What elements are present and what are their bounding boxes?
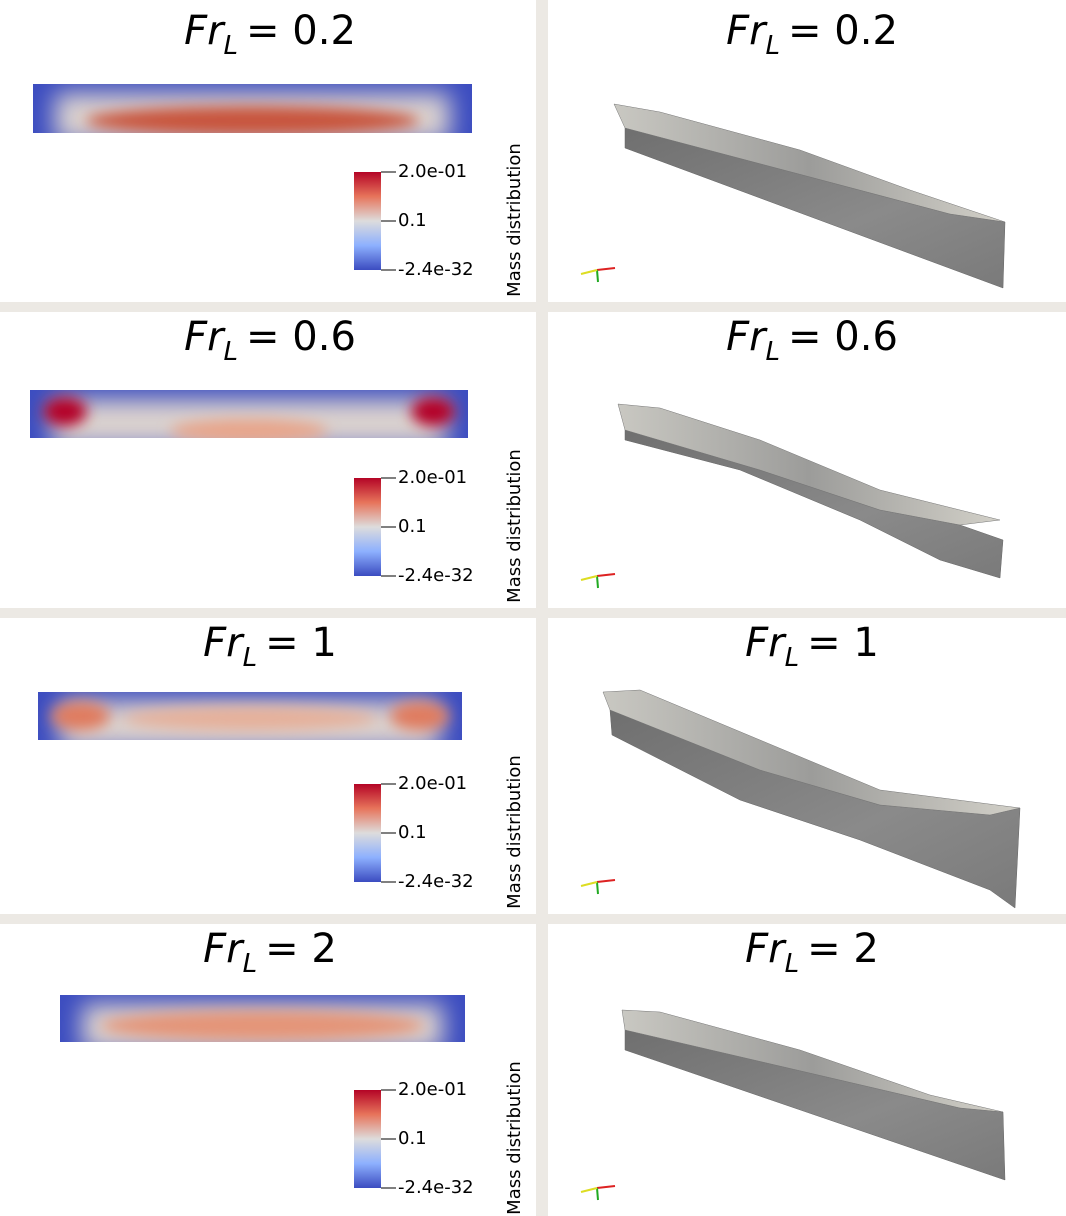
colorbar-label: Mass distribution — [504, 143, 525, 297]
heatmap-blob — [122, 706, 378, 731]
colorbar-tick-label: -2.4e-32 — [398, 565, 474, 586]
title-value: = 0.2 — [246, 8, 356, 54]
heatmap — [30, 390, 468, 438]
panel-title: FrL = 1 — [745, 620, 879, 673]
hull-deck — [613, 103, 1006, 223]
heatmap — [60, 995, 465, 1042]
axis-z — [580, 575, 598, 581]
title-subscript: L — [224, 31, 239, 61]
axis-x — [596, 267, 616, 271]
panel-title: FrL = 1 — [203, 620, 337, 673]
title-symbol: Fr — [184, 8, 226, 54]
colorbar-tick-label: -2.4e-32 — [398, 1177, 474, 1198]
hull-side — [624, 429, 1004, 579]
colorbar-tick-label: 0.1 — [398, 210, 427, 231]
axis-x — [596, 573, 616, 577]
colorbar-tick-label: 0.1 — [398, 516, 427, 537]
title-value: = 1 — [265, 620, 337, 666]
colorbar-tick-label: 0.1 — [398, 1128, 427, 1149]
title-subscript: L — [243, 643, 258, 673]
title-value: = 2 — [807, 926, 879, 972]
heatmap — [38, 692, 462, 740]
colorbar-tick-label: 0.1 — [398, 822, 427, 843]
title-value: = 1 — [807, 620, 879, 666]
panel-title: FrL = 0.2 — [184, 8, 356, 61]
title-symbol: Fr — [745, 620, 787, 666]
heatmap-blob — [43, 397, 87, 426]
axis-y — [596, 269, 599, 283]
title-subscript: L — [766, 337, 781, 367]
heatmap-blob — [411, 397, 455, 426]
title-value: = 0.6 — [246, 314, 356, 360]
axis-z — [580, 269, 598, 275]
colorbar-label: Mass distribution — [504, 755, 525, 909]
hull-deck — [621, 1009, 1004, 1113]
title-subscript: L — [785, 949, 800, 979]
title-value: = 0.2 — [788, 8, 898, 54]
heatmap — [33, 84, 472, 133]
colorbar-label: Mass distribution — [504, 1061, 525, 1215]
title-value: = 2 — [265, 926, 337, 972]
panel-title: FrL = 0.6 — [726, 314, 898, 367]
title-symbol: Fr — [203, 926, 245, 972]
axis-y — [596, 575, 599, 589]
colorbar-tick-label: 2.0e-01 — [398, 467, 467, 488]
colorbar-label: Mass distribution — [504, 449, 525, 603]
colorbar-tick-label: 2.0e-01 — [398, 773, 467, 794]
title-value: = 0.6 — [788, 314, 898, 360]
axis-z — [580, 1187, 598, 1193]
heatmap-blob — [50, 701, 111, 731]
title-symbol: Fr — [726, 8, 768, 54]
panel-title: FrL = 2 — [745, 926, 879, 979]
heatmap-blob — [100, 1010, 425, 1041]
title-subscript: L — [766, 31, 781, 61]
panel-title: FrL = 0.2 — [726, 8, 898, 61]
axis-y — [596, 881, 599, 895]
axis-x — [596, 879, 616, 883]
title-subscript: L — [224, 337, 239, 367]
axis-x — [596, 1185, 616, 1189]
divider — [0, 608, 1066, 618]
colorbar-tick-label: -2.4e-32 — [398, 871, 474, 892]
axis-y — [596, 1187, 599, 1201]
colorbar — [354, 172, 381, 270]
heatmap-blob — [85, 106, 420, 133]
axis-z — [580, 881, 598, 887]
colorbar — [354, 784, 381, 882]
heatmap-blob — [389, 701, 450, 731]
heatmap-blob — [170, 418, 328, 438]
title-symbol: Fr — [184, 314, 226, 360]
colorbar-tick-label: -2.4e-32 — [398, 259, 474, 280]
title-symbol: Fr — [726, 314, 768, 360]
hull-deck — [617, 403, 1001, 526]
hull-deck — [602, 689, 1021, 816]
title-subscript: L — [243, 949, 258, 979]
colorbar — [354, 1090, 381, 1188]
title-subscript: L — [785, 643, 800, 673]
panel-title: FrL = 2 — [203, 926, 337, 979]
divider — [0, 302, 1066, 312]
colorbar-tick-label: 2.0e-01 — [398, 1079, 467, 1100]
title-symbol: Fr — [745, 926, 787, 972]
colorbar — [354, 478, 381, 576]
title-symbol: Fr — [203, 620, 245, 666]
panel-title: FrL = 0.6 — [184, 314, 356, 367]
colorbar-tick-label: 2.0e-01 — [398, 161, 467, 182]
divider — [0, 914, 1066, 924]
